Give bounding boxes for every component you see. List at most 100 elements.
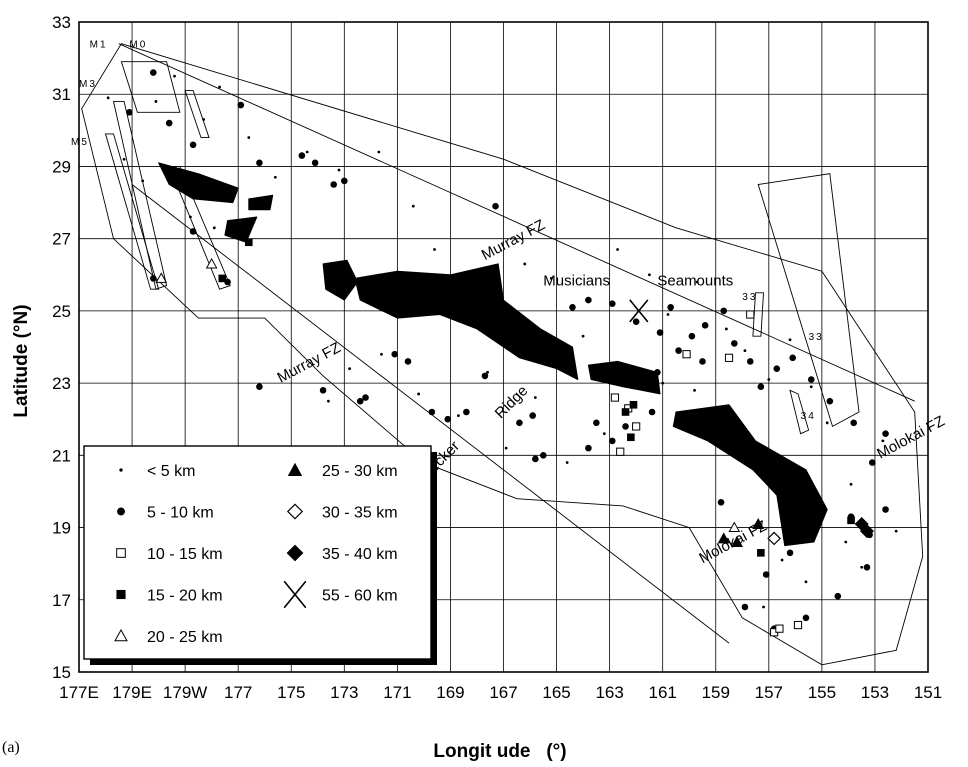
point-circle-filled (126, 108, 133, 116)
y-tick-label: 21 (52, 446, 71, 465)
point-dot (218, 85, 222, 89)
point-square-open (682, 350, 691, 359)
x-tick-label: 151 (914, 683, 942, 702)
point-circle-filled (868, 459, 876, 466)
point-dot (273, 175, 277, 179)
x-tick-label: 155 (808, 683, 836, 702)
point-dot (724, 432, 728, 436)
point-circle-filled (757, 383, 765, 391)
point-dot (780, 558, 784, 562)
point-circle-filled (189, 141, 197, 149)
x-tick-label: 157 (755, 683, 783, 702)
point-square-open (616, 447, 625, 456)
point-circle-filled (608, 300, 616, 307)
legend-label: 10 - 15 km (147, 546, 223, 563)
legend: < 5 km 5 - 10 km 10 - 15 km 15 - 20 km 20 - … (83, 445, 437, 665)
point-circle-filled (593, 419, 600, 427)
point-dot (337, 168, 341, 172)
survey-outline (81, 43, 924, 666)
point-dot (825, 421, 829, 425)
point-dot (523, 262, 527, 266)
point-dot (380, 352, 383, 356)
point-circle-filled (341, 177, 348, 185)
legend-marker-cross (283, 580, 307, 609)
map-label: 33 (742, 292, 757, 303)
point-dot (661, 381, 665, 385)
x-tick-label: 159 (702, 683, 730, 702)
point-dot (212, 226, 216, 230)
point-circle-filled (773, 365, 781, 372)
point-square-open (610, 393, 620, 402)
plot-frame (78, 21, 929, 673)
x-tick-label: 177 (224, 683, 252, 702)
point-circle-filled (539, 452, 547, 459)
x-tick-label: 167 (489, 683, 517, 702)
legend-marker-circle-filled (117, 507, 125, 516)
x-axis-label: Longit ude (°) (433, 741, 566, 762)
map-label: 34 (801, 411, 816, 422)
point-circle-filled (356, 397, 364, 405)
map-label: M0 (129, 39, 147, 50)
point-dot (602, 432, 606, 436)
point-circle-filled (311, 159, 319, 167)
legend-marker-dot (119, 468, 123, 472)
point-dot (173, 74, 176, 78)
point-triangle-filled (730, 536, 743, 547)
point-circle-filled (404, 358, 412, 365)
point-circle-filled (850, 419, 858, 427)
point-dot (417, 392, 420, 396)
point-circle-filled (786, 549, 794, 557)
x-tick-label: 177E (59, 683, 99, 702)
y-tick-label: 15 (52, 663, 71, 682)
point-dot (648, 273, 651, 277)
map-label: 33 (809, 332, 824, 343)
ridge-area-5 (587, 360, 661, 395)
legend-label: 15 - 20 km (147, 588, 223, 605)
y-tick-label: 31 (52, 85, 71, 104)
survey-box-0 (120, 61, 181, 113)
point-square-filled (218, 274, 227, 283)
point-circle-filled (675, 347, 682, 354)
point-dot (632, 367, 635, 371)
x-tick-label: 175 (277, 683, 305, 702)
legend-marker-square-open (116, 548, 126, 558)
x-tick-label: 161 (649, 683, 677, 702)
survey-box-3 (168, 165, 231, 290)
ridge-area-6 (672, 404, 828, 547)
point-dot (894, 529, 898, 533)
x-tick-label: 165 (542, 683, 570, 702)
map-label: Murray FZ (479, 216, 548, 263)
point-circle-filled (391, 350, 399, 358)
y-tick-label: 23 (52, 374, 71, 393)
point-dot (247, 136, 251, 139)
x-tick-label: 169 (436, 683, 464, 702)
survey-box-7 (752, 292, 764, 337)
ridge-area-0 (158, 162, 239, 204)
point-dot (804, 580, 808, 584)
legend-label: 55 - 60 km (322, 588, 398, 605)
point-dot (767, 378, 771, 381)
point-circle-filled (532, 455, 539, 463)
point-square-open (632, 422, 641, 431)
y-tick-labels: 15 17 19 21 23 25 27 29 31 33 (52, 13, 71, 682)
point-triangle-filled (752, 517, 765, 529)
point-dot (743, 349, 747, 353)
point-circle-filled (298, 152, 306, 159)
point-dot (178, 186, 182, 190)
point-dot (693, 388, 696, 392)
legend-label: < 5 km (147, 463, 195, 480)
point-square-filled (627, 433, 635, 442)
point-circle-filled (149, 69, 157, 76)
x-tick-label: 179E (112, 683, 152, 702)
point-dot (456, 414, 460, 418)
point-circle-filled (256, 383, 263, 391)
point-circle-filled (529, 412, 536, 419)
point-circle-filled (585, 444, 592, 452)
x-tick-label: 153 (861, 683, 889, 702)
point-dot (695, 280, 699, 284)
point-dot (844, 540, 848, 544)
point-circle-filled (149, 275, 157, 282)
point-circle-filled (802, 614, 810, 622)
point-dot (860, 565, 864, 569)
